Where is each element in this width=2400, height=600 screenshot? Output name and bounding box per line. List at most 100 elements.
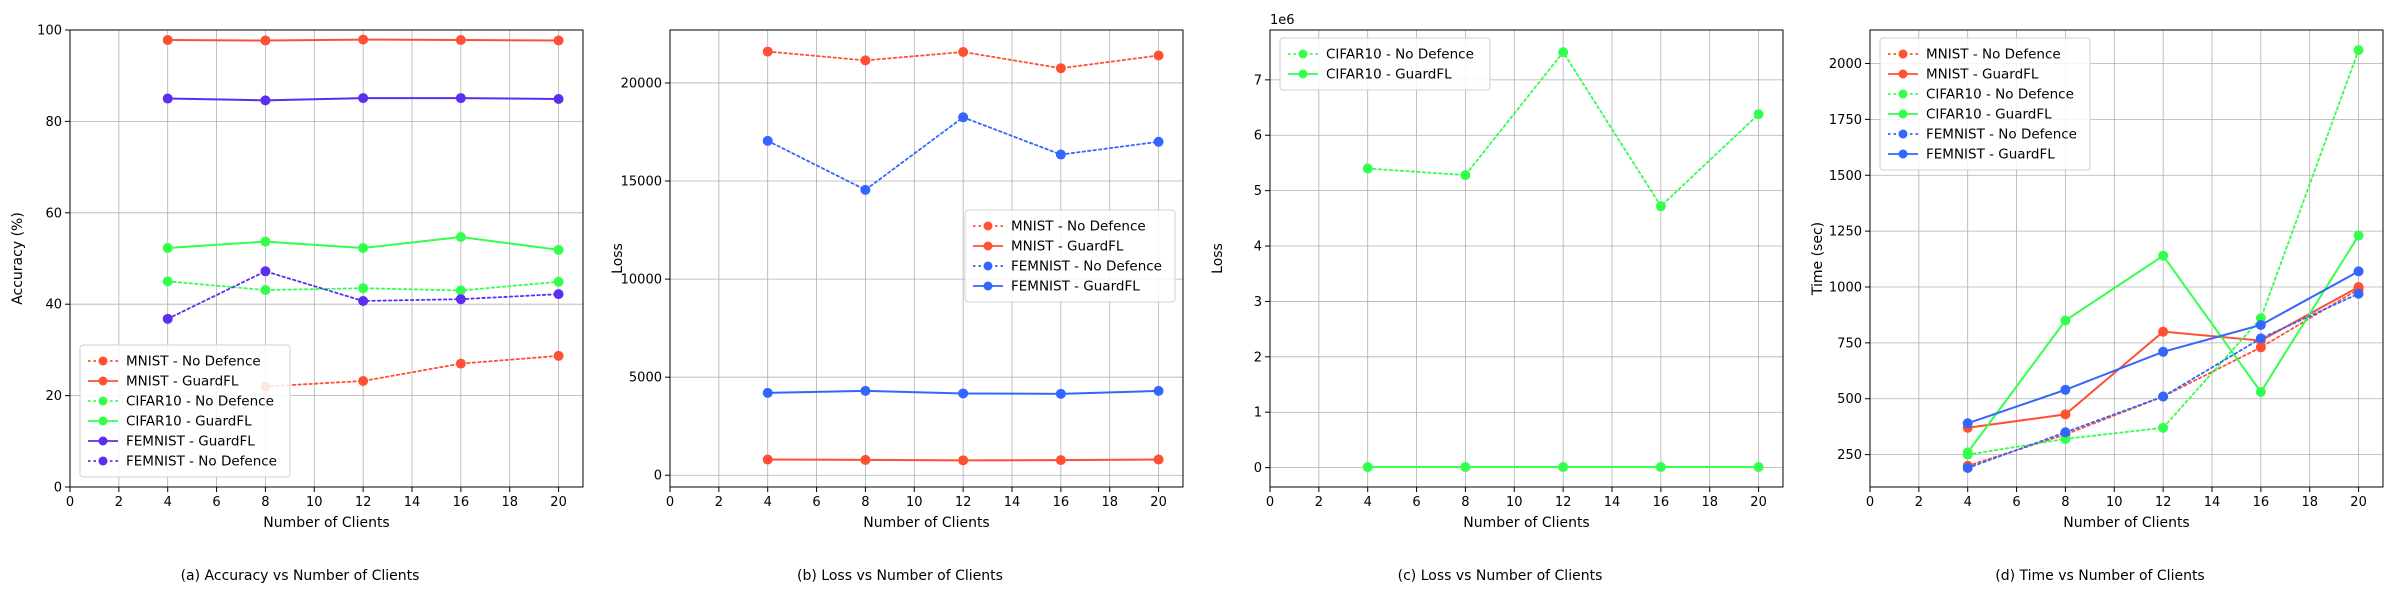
x-tick-label: 0 — [1266, 495, 1274, 510]
data-point — [762, 46, 773, 57]
x-tick-label: 20 — [2350, 495, 2367, 510]
panel-time: 0 2 4 6 8 10 12 14 16 18 20 250 500 750 1000 1250 1500 17… — [1800, 0, 2400, 600]
x-tick-label: 8 — [1461, 495, 1469, 510]
x-tick-label: 10 — [306, 495, 323, 510]
series-group — [1962, 45, 2364, 474]
legend-label: MNIST - GuardFL — [1011, 239, 1124, 255]
data-point — [1962, 447, 1973, 458]
y-tick-label: 2000 — [1829, 57, 1862, 72]
legend-label: CIFAR10 - GuardFL — [1326, 67, 1452, 83]
legend: MNIST - No Defence MNIST - GuardFL FEMNIST… — [964, 209, 1176, 303]
y-tick-label: 15000 — [621, 175, 662, 190]
data-point — [1558, 47, 1569, 58]
series-group — [762, 46, 1164, 466]
y-tick-label: 1750 — [1829, 113, 1862, 128]
data-point — [1558, 462, 1569, 473]
y-tick-label: 7 — [1254, 73, 1262, 88]
data-point — [358, 93, 369, 104]
caption-accuracy: (a) Accuracy vs Number of Clients — [180, 568, 420, 584]
x-tick-label: 0 — [666, 495, 674, 510]
x-tick-label: 0 — [66, 495, 74, 510]
x-tick-label: 8 — [2061, 495, 2069, 510]
series-line — [264, 354, 560, 388]
data-point — [2353, 230, 2364, 241]
series-group — [1362, 47, 1764, 473]
data-point — [553, 276, 564, 287]
legend-marker — [1898, 69, 1908, 79]
data-point — [2158, 250, 2169, 261]
grid — [1269, 30, 1783, 487]
data-point — [1055, 455, 1066, 466]
data-point — [1055, 149, 1066, 160]
data-point — [762, 135, 773, 146]
y-tick-label: 750 — [1837, 336, 1862, 351]
data-point — [1362, 163, 1373, 174]
data-point — [1962, 418, 1973, 429]
plot-frame — [1269, 29, 1784, 488]
data-point — [162, 93, 173, 104]
legend-label: FEMNIST - GuardFL — [1926, 147, 2055, 163]
plot-frame — [669, 29, 1184, 488]
data-point — [455, 232, 466, 243]
legend-label: FEMNIST - GuardFL — [1011, 279, 1140, 295]
accuracy-chart: 0 2 4 6 8 10 12 14 16 18 20 0 20 40 60 80 100 Number of C… — [10, 24, 584, 531]
y-tick-label: 250 — [1837, 448, 1862, 463]
x-tick-label: 14 — [1004, 495, 1021, 510]
axes: 0 2 4 6 8 10 12 14 16 18 20 0 5000 10000 15000 20000 — [621, 76, 1167, 510]
data-point — [958, 46, 969, 57]
x-tick-label: 16 — [2253, 495, 2270, 510]
legend-marker — [1298, 69, 1308, 79]
data-point — [358, 242, 369, 253]
data-point — [2255, 387, 2266, 398]
data-point — [2255, 333, 2266, 344]
data-point — [1460, 462, 1471, 473]
legend-label: CIFAR10 - No Defence — [1926, 87, 2074, 103]
legend-marker — [983, 281, 993, 291]
x-tick-label: 20 — [1750, 495, 1767, 510]
y-axis-label: Loss — [1210, 243, 1226, 274]
legend-marker — [1898, 149, 1908, 159]
plot-frame — [1869, 29, 2384, 488]
legend-label: MNIST - GuardFL — [126, 374, 239, 390]
data-point — [162, 242, 173, 253]
data-point — [1962, 463, 1973, 474]
x-tick-label: 12 — [1555, 495, 1572, 510]
data-point — [162, 313, 173, 324]
data-point — [2060, 384, 2071, 395]
data-point — [860, 454, 871, 465]
y-tick-label: 5 — [1254, 184, 1262, 199]
legend-marker — [98, 416, 108, 426]
y-tick-label: 1500 — [1829, 169, 1862, 184]
legend-marker — [1898, 129, 1908, 139]
legend-box — [1879, 37, 2091, 171]
x-tick-label: 12 — [2155, 495, 2172, 510]
data-point — [358, 34, 369, 45]
legend-label: CIFAR10 - GuardFL — [126, 414, 252, 430]
x-tick-label: 16 — [453, 495, 470, 510]
y-axis-exponent-label: 1e6 — [1270, 13, 1295, 28]
data-point — [1153, 50, 1164, 61]
data-point — [553, 244, 564, 255]
data-point — [2158, 422, 2169, 433]
y-axis-label: Time (sec) — [1810, 222, 1826, 296]
legend-marker — [1898, 109, 1908, 119]
data-point — [553, 350, 564, 361]
x-tick-label: 14 — [2204, 495, 2221, 510]
data-point — [455, 35, 466, 46]
data-point — [2060, 427, 2071, 438]
data-point — [2255, 319, 2266, 330]
x-tick-label: 2 — [715, 495, 723, 510]
caption-time: (d) Time vs Number of Clients — [1995, 568, 2205, 584]
legend-marker — [983, 261, 993, 271]
data-point — [2060, 409, 2071, 420]
legend-label: MNIST - GuardFL — [1926, 67, 2039, 83]
legend-box — [1279, 37, 1491, 91]
data-point — [2353, 45, 2364, 56]
y-tick-label: 0 — [654, 469, 662, 484]
legend-box — [79, 344, 291, 478]
data-point — [162, 276, 173, 287]
data-point — [1753, 109, 1764, 120]
data-point — [958, 455, 969, 466]
data-point — [553, 289, 564, 300]
